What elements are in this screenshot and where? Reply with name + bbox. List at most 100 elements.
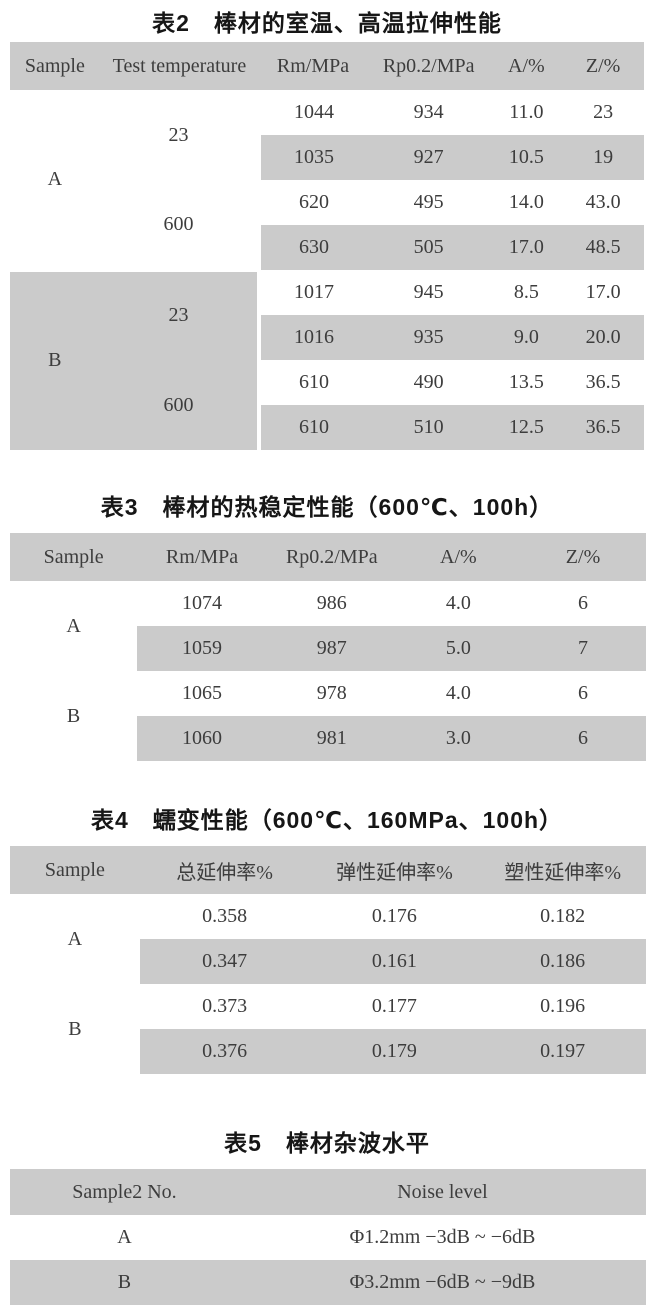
- value-cell: 0.179: [309, 1029, 480, 1074]
- temp-cell: 600: [163, 212, 194, 235]
- value-cell: 0.197: [479, 1029, 646, 1074]
- column-header-total-elongation: 总延伸率%: [139, 846, 310, 894]
- value-cell: 4.0: [445, 592, 471, 614]
- table2-section: 表2 棒材的室温、高温拉伸性能 Sample Test temperature …: [0, 8, 654, 450]
- column-header-sample: Sample: [10, 846, 140, 894]
- value-cell: 5.0: [396, 626, 521, 671]
- value-cell: 0.376: [139, 1029, 310, 1074]
- value-cell: 3.0: [396, 716, 521, 761]
- table-row: 600 620 495 14.0 43.0: [10, 180, 644, 235]
- table-row: B 0.373 0.177 0.196: [10, 984, 646, 1040]
- value-cell: 630: [257, 225, 367, 270]
- column-header-a: A/%: [396, 533, 521, 581]
- table2-header-row: Sample Test temperature Rm/MPa Rp0.2/MPa…: [10, 42, 644, 90]
- value-cell: 36.5: [562, 405, 644, 450]
- value-cell: 11.0: [509, 101, 544, 123]
- sample-cell: A: [47, 167, 63, 190]
- value-cell: 6: [578, 682, 589, 704]
- table3-section: 表3 棒材的热稳定性能（600℃、100h） Sample Rm/MPa Rp0…: [0, 492, 654, 761]
- table5-header-row: Sample2 No. Noise level: [10, 1169, 646, 1215]
- table-row: A 1074 986 4.0 6: [10, 581, 646, 637]
- table2: Sample Test temperature Rm/MPa Rp0.2/MPa…: [10, 42, 646, 450]
- value-cell: 1074: [182, 592, 223, 614]
- sample-cell: B: [10, 268, 100, 450]
- value-cell: 610: [257, 360, 367, 405]
- value-cell: 981: [266, 716, 397, 761]
- table2-title: 表2 棒材的室温、高温拉伸性能: [152, 10, 502, 36]
- table-row: 630 505 17.0 48.5: [10, 225, 644, 270]
- sample-cell: A: [67, 927, 83, 950]
- column-header-plastic-elongation: 塑性延伸率%: [479, 846, 646, 894]
- value-cell: 6: [520, 716, 646, 761]
- table4-section: 表4 蠕变性能（600℃、160MPa、100h） Sample 总延伸率% 弹…: [0, 805, 654, 1074]
- value-cell: Φ3.2mm −6dB ~ −9dB: [238, 1260, 646, 1305]
- table4: Sample 总延伸率% 弹性延伸率% 塑性延伸率% A 0.358 0.176…: [10, 846, 646, 1074]
- column-header-elastic-elongation: 弹性延伸率%: [309, 846, 480, 894]
- table5-title: 表5 棒材杂波水平: [224, 1130, 430, 1156]
- value-cell: 14.0: [508, 191, 544, 213]
- table5-section: 表5 棒材杂波水平 Sample2 No. Noise level A Φ1.2…: [0, 1128, 654, 1305]
- table3-header-row: Sample Rm/MPa Rp0.2/MPa A/% Z/%: [10, 533, 646, 581]
- table5: Sample2 No. Noise level A Φ1.2mm −3dB ~ …: [10, 1169, 646, 1305]
- value-cell: 945: [413, 281, 444, 303]
- value-cell: 505: [366, 225, 491, 270]
- column-header-test-temperature: Test temperature: [99, 42, 260, 90]
- value-cell: 17.0: [490, 225, 563, 270]
- value-cell: 0.358: [202, 905, 248, 927]
- column-header-z: Z/%: [520, 533, 646, 581]
- value-cell: 1065: [182, 682, 223, 704]
- value-cell: 1060: [137, 716, 267, 761]
- sample-cell: A: [66, 614, 81, 637]
- value-cell: 43.0: [585, 191, 621, 213]
- value-cell: 1016: [257, 315, 367, 360]
- temp-cell: 23: [168, 123, 189, 146]
- column-header-sample: Sample: [10, 42, 100, 90]
- table-row: 610 510 12.5 36.5: [10, 405, 644, 450]
- table3: Sample Rm/MPa Rp0.2/MPa A/% Z/% A 1074 9…: [10, 533, 646, 761]
- table-row: 1035 927 10.5 19: [10, 135, 644, 180]
- value-cell: 6: [578, 592, 589, 614]
- table3-title: 表3 棒材的热稳定性能（600℃、100h）: [100, 494, 554, 520]
- table-row: 0.347 0.161 0.186: [10, 939, 646, 984]
- value-cell: 0.196: [540, 995, 586, 1017]
- table-row: A 23 1044 934 11.0 23: [10, 90, 644, 190]
- column-header-noise-level: Noise level: [238, 1169, 646, 1215]
- value-cell: 48.5: [562, 225, 644, 270]
- value-cell: 0.373: [202, 995, 248, 1017]
- table-row: 600 610 490 13.5 36.5: [10, 360, 644, 450]
- table-row: A 0.358 0.176 0.182: [10, 894, 646, 950]
- column-header-z: Z/%: [562, 42, 644, 90]
- table-row: 1059 987 5.0 7: [10, 626, 646, 671]
- temp-cell: 600: [99, 360, 260, 450]
- value-cell: 13.5: [508, 371, 544, 393]
- column-header-sample: Sample: [10, 533, 138, 581]
- value-cell: 0.182: [540, 905, 586, 927]
- sample-cell: B: [68, 1017, 82, 1040]
- value-cell: 490: [413, 371, 444, 393]
- table-row: B Φ3.2mm −6dB ~ −9dB: [10, 1260, 646, 1305]
- value-cell: 1059: [137, 626, 267, 671]
- table-row: 0.376 0.179 0.197: [10, 1029, 646, 1074]
- value-cell: 978: [316, 682, 347, 704]
- value-cell: 20.0: [562, 315, 644, 360]
- value-cell: 9.0: [490, 315, 563, 360]
- value-cell: 0.347: [139, 939, 310, 984]
- sample-cell: B: [10, 1260, 239, 1305]
- column-header-rp02: Rp0.2/MPa: [366, 42, 491, 90]
- value-cell: 1035: [257, 135, 367, 180]
- column-header-rp02: Rp0.2/MPa: [266, 533, 397, 581]
- value-cell: 4.0: [445, 682, 471, 704]
- value-cell: 8.5: [513, 281, 539, 303]
- value-cell: 935: [366, 315, 491, 360]
- value-cell: 495: [413, 191, 444, 213]
- value-cell: 927: [366, 135, 491, 180]
- value-cell: 7: [520, 626, 646, 671]
- table-row: B 23 1017 945 8.5 17.0: [10, 268, 644, 450]
- table-row: A Φ1.2mm −3dB ~ −6dB: [10, 1215, 646, 1260]
- table-row: 1060 981 3.0 6: [10, 716, 646, 761]
- value-cell: 36.5: [585, 371, 621, 393]
- value-cell: 0.177: [371, 995, 417, 1017]
- temp-cell: 23: [99, 268, 260, 360]
- value-cell: 23: [593, 101, 614, 123]
